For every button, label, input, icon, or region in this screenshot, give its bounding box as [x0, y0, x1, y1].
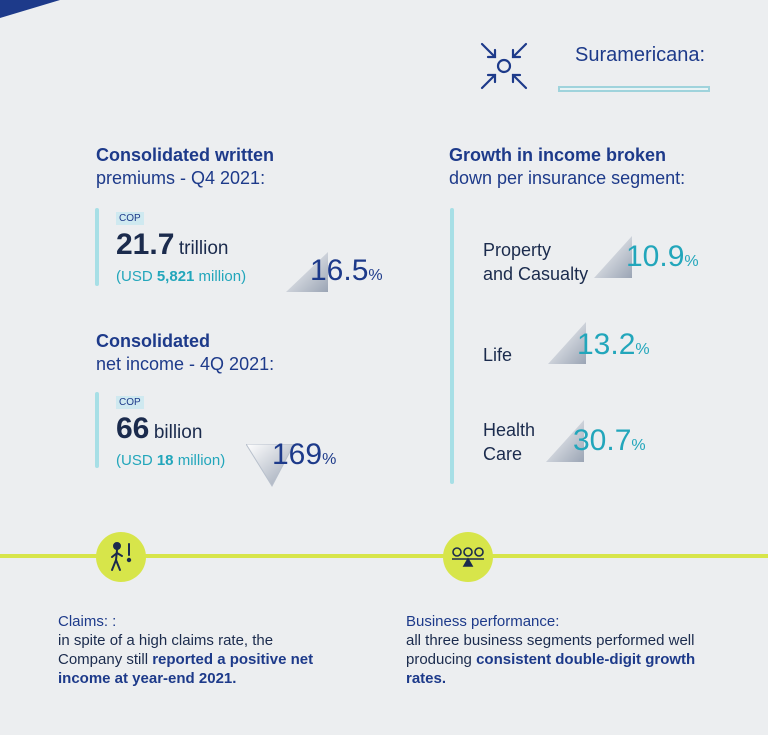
balance-scale-icon — [452, 547, 484, 567]
corner-accent — [0, 0, 60, 18]
segments-title-bold: Growth in income broken — [449, 145, 667, 165]
arrows-converging-icon — [478, 40, 530, 97]
segment-line2: and Casualty — [483, 264, 589, 284]
net-income-title-rest: net income - 4Q 2021: — [96, 354, 275, 374]
growth-value: 16.5 — [310, 254, 369, 287]
brand-name: Suramericana: — [575, 44, 706, 66]
net-income-block: COP 66 billion (USD 18 million) — [116, 392, 225, 469]
growth-unit: % — [631, 437, 646, 454]
written-premiums-bar — [95, 208, 99, 286]
written-premiums-usd: (USD 5,821 million) — [116, 268, 246, 285]
growth-unit: % — [368, 267, 383, 284]
performance-icon-circle — [443, 532, 493, 582]
segment-line1: Health — [483, 420, 536, 440]
written-premiums-value: 21.7 — [116, 228, 175, 261]
net-income-value: 66 — [116, 412, 150, 445]
brand-underline — [558, 86, 710, 92]
usd-value: 18 — [156, 452, 174, 469]
up-triangle-icon — [286, 252, 330, 294]
down-triangle-icon — [246, 444, 296, 488]
usd-prefix: (USD — [116, 452, 157, 469]
written-premiums-title-bold: Consolidated written — [96, 145, 275, 165]
growth-unit: % — [684, 253, 699, 270]
growth-value: 169 — [272, 438, 323, 471]
growth-value: 13.2 — [577, 328, 636, 361]
performance-title: Business performance: — [406, 613, 560, 630]
segment-line1: Life — [483, 345, 513, 365]
growth-value: 10.9 — [626, 240, 685, 273]
segment-label-life: Life — [483, 343, 512, 367]
up-triangle-icon — [594, 236, 634, 280]
net-income-unit: billion — [153, 422, 203, 443]
person-warning-icon — [111, 542, 132, 571]
net-income-growth: 169% — [272, 438, 336, 472]
performance-text: all three business segments performed we… — [406, 632, 695, 668]
usd-value: 5,821 — [156, 268, 195, 285]
claims-note: Claims: : in spite of a high claims rate… — [58, 612, 318, 688]
written-premiums-title-rest: premiums - Q4 2021: — [96, 168, 266, 188]
claims-text-bold: reported a positive net income at year-e… — [58, 651, 314, 687]
claims-title: Claims: : — [58, 613, 117, 630]
segments-bar — [450, 208, 454, 484]
segment-line1: Property — [483, 240, 552, 260]
written-premiums-block: COP 21.7 trillion (USD 5,821 million) — [116, 208, 246, 285]
segment-line2: Care — [483, 444, 523, 464]
growth-unit: % — [635, 341, 650, 358]
usd-prefix: (USD — [116, 268, 157, 285]
net-income-bar — [95, 392, 99, 468]
performance-note: Business performance: all three business… — [406, 612, 706, 688]
segments-heading: Growth in income broken down per insuran… — [449, 144, 685, 190]
segment-growth-health: 30.7% — [573, 424, 646, 458]
up-triangle-icon — [548, 322, 588, 366]
growth-unit: % — [322, 451, 337, 468]
growth-value: 30.7 — [573, 424, 632, 457]
written-premiums-unit: trillion — [178, 238, 229, 259]
written-premiums-heading: Consolidated written premiums - Q4 2021: — [96, 144, 274, 190]
segment-growth-property: 10.9% — [626, 240, 699, 274]
timeline-bar — [0, 554, 768, 558]
segment-label-health: Health Care — [483, 418, 535, 466]
net-income-heading: Consolidated net income - 4Q 2021: — [96, 330, 274, 376]
usd-suffix: million) — [194, 268, 247, 285]
net-income-usd: (USD 18 million) — [116, 452, 225, 469]
net-income-title-bold: Consolidated — [96, 331, 211, 351]
segment-growth-life: 13.2% — [577, 328, 650, 362]
currency-badge: COP — [116, 212, 144, 225]
segment-label-property: Property and Casualty — [483, 238, 588, 286]
performance-text-bold: consistent double-digit growth rates. — [406, 651, 696, 687]
claims-text: in spite of a high claims rate, the Comp… — [58, 632, 274, 668]
currency-badge: COP — [116, 396, 144, 409]
claims-icon-circle — [96, 532, 146, 582]
segments-title-rest: down per insurance segment: — [449, 168, 686, 188]
up-triangle-icon — [546, 420, 586, 464]
written-premiums-growth: 16.5% — [310, 254, 383, 288]
usd-suffix: million) — [173, 452, 226, 469]
